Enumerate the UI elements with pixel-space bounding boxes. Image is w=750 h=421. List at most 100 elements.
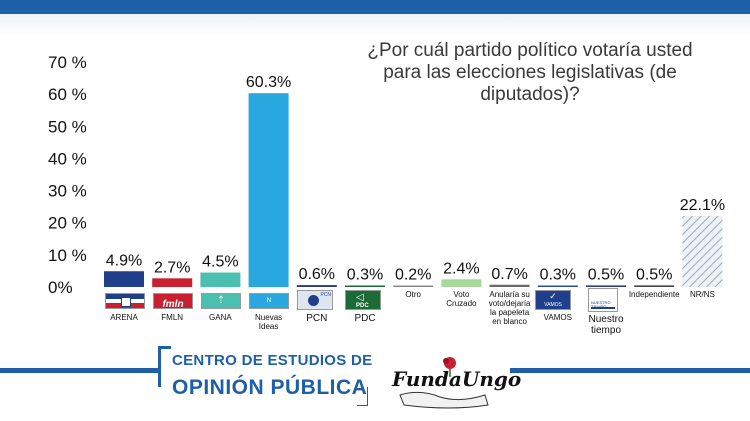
x-tick-label: Voto Cruzado <box>435 290 487 308</box>
vamos-logo-text: VAMOS <box>544 302 562 308</box>
pcn-logo-text: PCN <box>320 292 331 298</box>
top-band <box>0 0 750 36</box>
data-label: 4.9% <box>106 252 142 269</box>
chart-title-line: diputados)? <box>480 84 580 105</box>
data-label: 0.7% <box>491 266 527 283</box>
bar <box>489 284 530 287</box>
x-tick-label: Anularía su voto/dejaría la papeleta en bla… <box>484 290 536 326</box>
arena-logo <box>105 293 145 309</box>
nuevas-ideas-logo: N <box>249 293 289 309</box>
y-tick-label: 60 % <box>48 85 87 104</box>
rose-icon <box>399 357 489 409</box>
chart-title: ¿Por cuál partido político votaría usted… <box>330 40 730 106</box>
data-label: 0.2% <box>395 267 431 284</box>
gana-logo: ⇡ <box>201 293 241 309</box>
bracket-decoration <box>357 387 368 406</box>
x-tick-label: FMLN <box>146 313 198 322</box>
pcn-logo: PCN <box>297 290 333 310</box>
y-tick-label: 0% <box>48 278 73 297</box>
x-tick-label: PDC <box>339 313 391 324</box>
x-tick-label-line: Nuevas <box>255 313 283 322</box>
cep-logo: CENTRO DE ESTUDIOS DE OPINIÓN PÚBLICA <box>158 346 372 406</box>
x-tick-label: ARENA <box>98 313 150 322</box>
bar <box>152 278 193 287</box>
bracket-decoration <box>158 346 171 387</box>
x-tick-label-line: FMLN <box>161 313 184 322</box>
x-tick-label-line: PCN <box>306 313 328 324</box>
chart-title-line: para las elecciones legislativas (de <box>383 62 677 83</box>
x-tick-label-line: Nuestro <box>588 314 624 325</box>
y-tick-label: 20 % <box>48 214 87 233</box>
bar <box>345 285 385 287</box>
x-tick-label-line: Voto <box>453 290 470 299</box>
bar <box>441 279 482 287</box>
value-labels: 4.9% 2.7% 4.5% 60.3% 0.6% 0.3% 0.2% 2.4% 0.7% 0.3… <box>106 74 725 283</box>
bar <box>537 285 578 287</box>
x-tick-label: GANA <box>194 313 246 322</box>
x-tick-label-line: Independiente <box>628 290 680 299</box>
data-label: 2.4% <box>443 260 479 277</box>
x-tick-label: Nuestro tiempo <box>580 314 632 336</box>
fmln-logo: fmln <box>153 293 193 310</box>
x-tick-label: Independiente <box>628 290 680 299</box>
data-label: 0.5% <box>636 266 672 283</box>
nuestro-tiempo-logo-text: NUESTRO TIEMPO <box>591 300 611 309</box>
bar <box>586 285 626 287</box>
x-tick-label-line: PDC <box>354 313 376 324</box>
data-label: 0.3% <box>540 267 576 284</box>
x-tick-label-line: tiempo <box>590 325 621 336</box>
x-tick-label-line: Cruzado <box>446 299 477 308</box>
cep-line2: OPINIÓN PÚBLICA <box>172 376 368 399</box>
x-tick-label: Otro <box>387 290 439 299</box>
y-tick-label: 70 % <box>48 53 87 72</box>
data-label: 4.5% <box>202 254 238 271</box>
x-tick-label-line: la papeleta <box>490 308 530 317</box>
fish-icon: ◁ <box>356 292 364 303</box>
data-label: 22.1% <box>680 197 725 214</box>
x-tick-label: Nuevas Ideas <box>243 313 295 331</box>
bar <box>248 93 289 287</box>
x-tick-label-line: NR/NS <box>689 290 715 299</box>
x-tick-label-line: VAMOS <box>543 313 572 322</box>
x-tick-label-line: GANA <box>209 313 232 322</box>
data-label: 2.7% <box>154 259 190 276</box>
bar <box>682 215 723 287</box>
vamos-logo: ✓ VAMOS <box>535 290 571 310</box>
y-tick-label: 30 % <box>48 182 87 201</box>
pdc-logo: ◁ PDC <box>345 290 381 310</box>
bar <box>104 271 144 287</box>
y-tick-label: 50 % <box>48 117 87 136</box>
footer-line-right <box>510 368 750 373</box>
bar <box>200 272 241 287</box>
x-tick-label: NR/NS <box>676 290 728 299</box>
x-tick-label: PCN <box>291 313 343 324</box>
x-tick-label: VAMOS <box>532 313 584 322</box>
fmln-logo-text: fmln <box>162 299 184 310</box>
bar <box>296 285 337 287</box>
data-label: 0.6% <box>299 266 335 283</box>
y-tick-label: 10 % <box>48 246 87 265</box>
x-tick-label-line: ARENA <box>110 313 138 322</box>
x-tick-label-line: en blanco <box>492 317 527 326</box>
fundaungo-text: FundaUngo <box>392 367 522 391</box>
x-tick-label-line: Anularía su <box>489 290 530 299</box>
data-label: 60.3% <box>246 74 291 91</box>
check-icon: ✓ <box>549 291 557 301</box>
footer-line-left <box>0 368 158 373</box>
x-tick-label-line: voto/dejaría <box>488 299 531 308</box>
bar <box>393 285 434 287</box>
x-tick-label-line: Otro <box>405 290 421 299</box>
data-label: 0.3% <box>347 267 383 284</box>
x-tick-label-line: Ideas <box>258 322 279 331</box>
y-axis: 0% 10 % 20 % 30 % 40 % 50 % 60 % 70 % <box>48 53 87 297</box>
bars <box>104 93 723 287</box>
fundaungo-logo: FundaUngo <box>390 355 521 411</box>
bar <box>634 285 675 287</box>
cep-line1: CENTRO DE ESTUDIOS DE <box>172 352 373 369</box>
nuestro-tiempo-logo: NUESTRO TIEMPO <box>588 288 618 312</box>
data-label: 0.5% <box>588 266 624 283</box>
pdc-logo-text: PDC <box>356 303 369 309</box>
y-tick-label: 40 % <box>48 149 87 168</box>
chart-title-line: ¿Por cuál partido político votaría usted <box>367 40 693 61</box>
